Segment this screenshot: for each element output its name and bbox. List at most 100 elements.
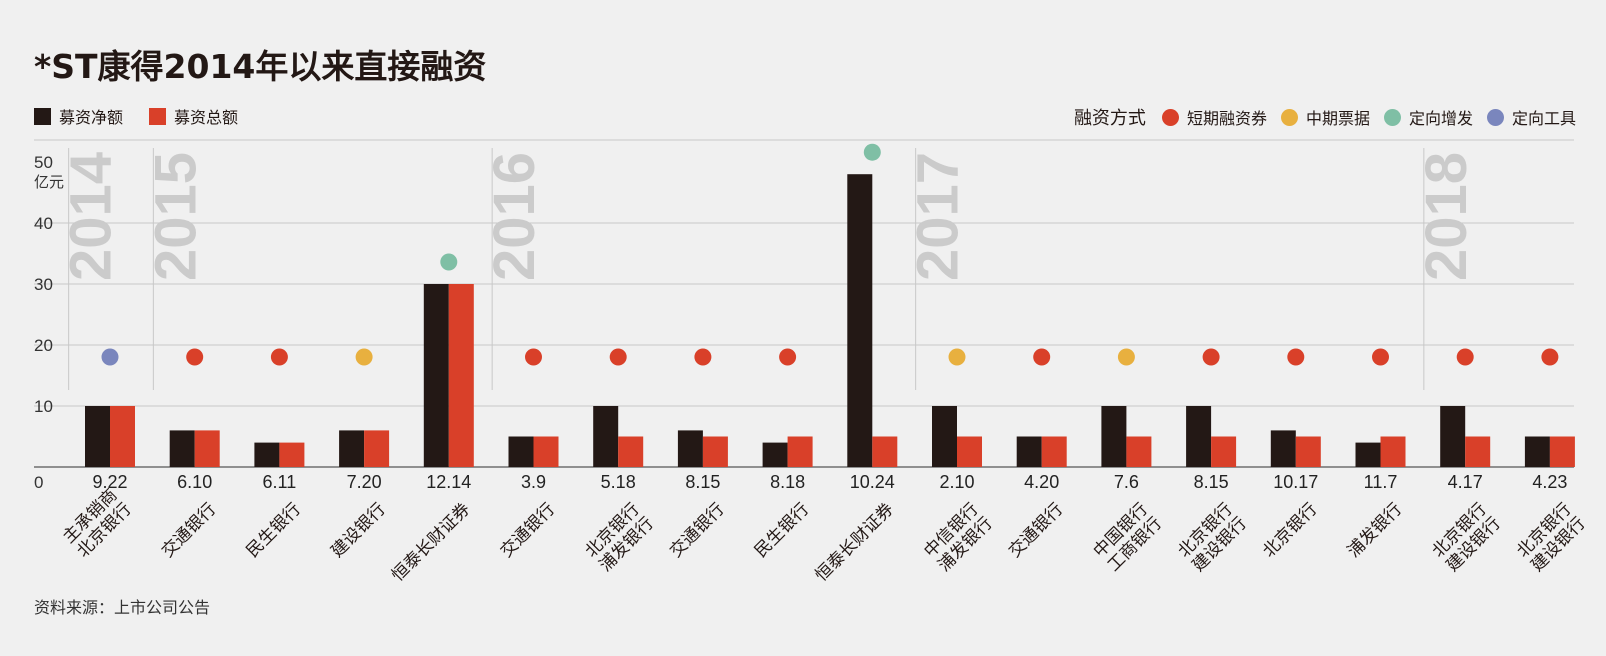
method-dot (779, 348, 797, 366)
underwriter-label: 浦发银行 (1344, 499, 1406, 561)
method-dot (1456, 348, 1474, 366)
underwriter-name: 交通银行 (158, 499, 220, 561)
total-bar (110, 406, 135, 467)
date-label: 5.18 (601, 472, 636, 492)
method-dot (525, 348, 542, 366)
method-dot (1117, 348, 1135, 366)
date-label: 8.18 (770, 472, 805, 492)
underwriter-label: 交通银行 (497, 499, 559, 561)
underwriter-name: 民生银行 (751, 499, 813, 561)
method-dot (270, 348, 288, 366)
date-label: 10.24 (850, 472, 895, 492)
method-dot (948, 348, 966, 366)
date-label: 7.20 (347, 472, 382, 492)
net-bar (1186, 406, 1212, 467)
underwriter-label: 建设银行 (327, 499, 389, 561)
net-bar (847, 174, 873, 467)
year-label: 2016 (482, 152, 547, 281)
y-tick-label: 50 (34, 153, 53, 172)
method-legend: 融资方式 短期融资券 中期票据 定向增发 定向工具 (1074, 104, 1576, 130)
date-label: 9.22 (92, 472, 127, 492)
net-bar (1101, 406, 1127, 467)
total-bar (279, 442, 305, 467)
underwriter-name: 北京银行 (1259, 499, 1321, 561)
total-bar (1549, 436, 1575, 467)
underwriter-name: 交通银行 (666, 499, 728, 561)
date-label: 11.7 (1364, 472, 1398, 492)
tool-swatch (1486, 108, 1504, 126)
date-label: 6.11 (263, 472, 297, 492)
method-dot (1372, 348, 1389, 366)
method-dot (863, 143, 881, 161)
amount-legend: 募资净额 募资总额 (34, 104, 238, 128)
legend-total-label: 募资总额 (174, 108, 239, 127)
method-dot (440, 253, 458, 271)
y-tick-label: 30 (34, 275, 53, 294)
total-bar (364, 430, 390, 467)
date-label: 4.17 (1448, 472, 1483, 492)
underwriter-name: 交通银行 (1005, 499, 1067, 561)
method-dot (355, 348, 373, 366)
net-bar (508, 436, 534, 467)
total-bar (448, 284, 474, 467)
underwriter-label: 交通银行 (158, 499, 220, 561)
underwriter-name: 民生银行 (243, 499, 305, 561)
legend-private-label: 定向增发 (1408, 109, 1473, 128)
method-dot (1033, 348, 1051, 366)
y-tick-label: 0 (34, 473, 43, 492)
total-bar (787, 436, 813, 467)
y-tick-label: 20 (34, 336, 53, 355)
net-bar (1270, 430, 1296, 467)
date-label: 3.9 (521, 472, 546, 492)
net-bar (932, 406, 957, 467)
total-bar (1126, 436, 1152, 467)
date-label: 2.10 (939, 472, 974, 492)
net-bar (169, 430, 195, 467)
net-bar (1016, 436, 1042, 467)
method-dot (1287, 348, 1305, 366)
method-dot (694, 348, 712, 366)
total-bar (957, 436, 982, 467)
total-swatch (149, 107, 167, 125)
date-label: 6.10 (177, 472, 212, 492)
underwriter-name: 建设银行 (327, 499, 389, 561)
net-bar (593, 406, 619, 467)
total-bar (618, 436, 644, 467)
method-dot (609, 348, 627, 366)
y-tick-label: 10 (34, 397, 53, 416)
year-label: 2017 (906, 152, 971, 281)
legend-short: 短期融资券 (1161, 105, 1267, 129)
y-unit-label: 亿元 (34, 173, 64, 191)
source-note: 资料来源：上市公司公告 (34, 598, 211, 617)
legend-medium: 中期票据 (1280, 105, 1370, 129)
date-label: 8.15 (685, 472, 720, 492)
total-bar (1211, 436, 1237, 467)
date-label: 4.23 (1532, 472, 1567, 492)
net-swatch (34, 107, 51, 125)
underwriter-name: 恒泰长财证券 (388, 499, 474, 585)
underwriter-label: 北京银行 (1259, 499, 1321, 561)
total-bar (1041, 436, 1067, 467)
legend-short-label: 短期融资券 (1186, 109, 1267, 128)
underwriter-name: 交通银行 (497, 499, 559, 561)
net-bar (254, 442, 280, 467)
net-bar (339, 430, 365, 467)
underwriter-label: 交通银行 (1005, 499, 1067, 561)
total-bar (1380, 436, 1406, 467)
method-dot (1541, 348, 1559, 366)
y-tick-label: 40 (34, 214, 53, 233)
legend-total: 募资总额 (149, 104, 238, 128)
method-legend-heading: 融资方式 (1073, 108, 1146, 129)
net-bar (762, 442, 788, 467)
net-bar (423, 284, 449, 467)
legend-net: 募资净额 (34, 104, 123, 128)
year-label: 2018 (1414, 152, 1479, 281)
date-label: 4.20 (1024, 472, 1059, 492)
